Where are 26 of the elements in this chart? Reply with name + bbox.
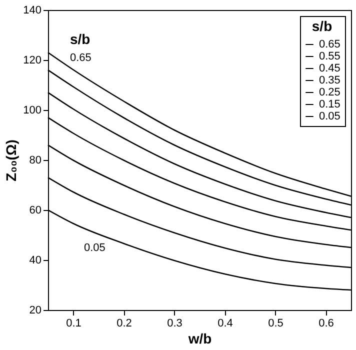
- y-tick-label: 60: [29, 204, 42, 216]
- legend-label: 0.65: [319, 38, 340, 50]
- y-tick-label: 40: [29, 254, 42, 266]
- legend-label: 0.35: [319, 74, 340, 86]
- annotation: 0.65: [70, 52, 92, 64]
- x-tick-label: 0.6: [318, 318, 334, 330]
- x-tick-label: 0.3: [167, 318, 182, 330]
- y-axis-title: Z₀₀(Ω): [3, 140, 20, 182]
- legend-label: 0.15: [319, 98, 340, 110]
- x-tick-label: 0.2: [116, 318, 132, 330]
- legend-title: s/b: [312, 18, 332, 34]
- x-tick-label: 0.4: [218, 318, 233, 330]
- y-tick-label: 100: [23, 104, 42, 116]
- x-tick-label: 0.1: [66, 318, 82, 330]
- y-tick-label: 20: [29, 304, 42, 316]
- x-tick-label: 0.5: [268, 318, 284, 330]
- legend-label: 0.25: [319, 86, 340, 98]
- y-tick-label: 120: [23, 54, 42, 66]
- y-tick-label: 140: [23, 4, 42, 16]
- y-tick-label: 80: [29, 154, 42, 166]
- legend-label: 0.45: [319, 62, 340, 74]
- annotation: s/b: [70, 31, 90, 47]
- legend-label: 0.55: [319, 50, 340, 62]
- annotation: 0.05: [84, 242, 106, 254]
- legend-label: 0.05: [319, 110, 340, 122]
- x-axis-title: w/b: [187, 330, 212, 346]
